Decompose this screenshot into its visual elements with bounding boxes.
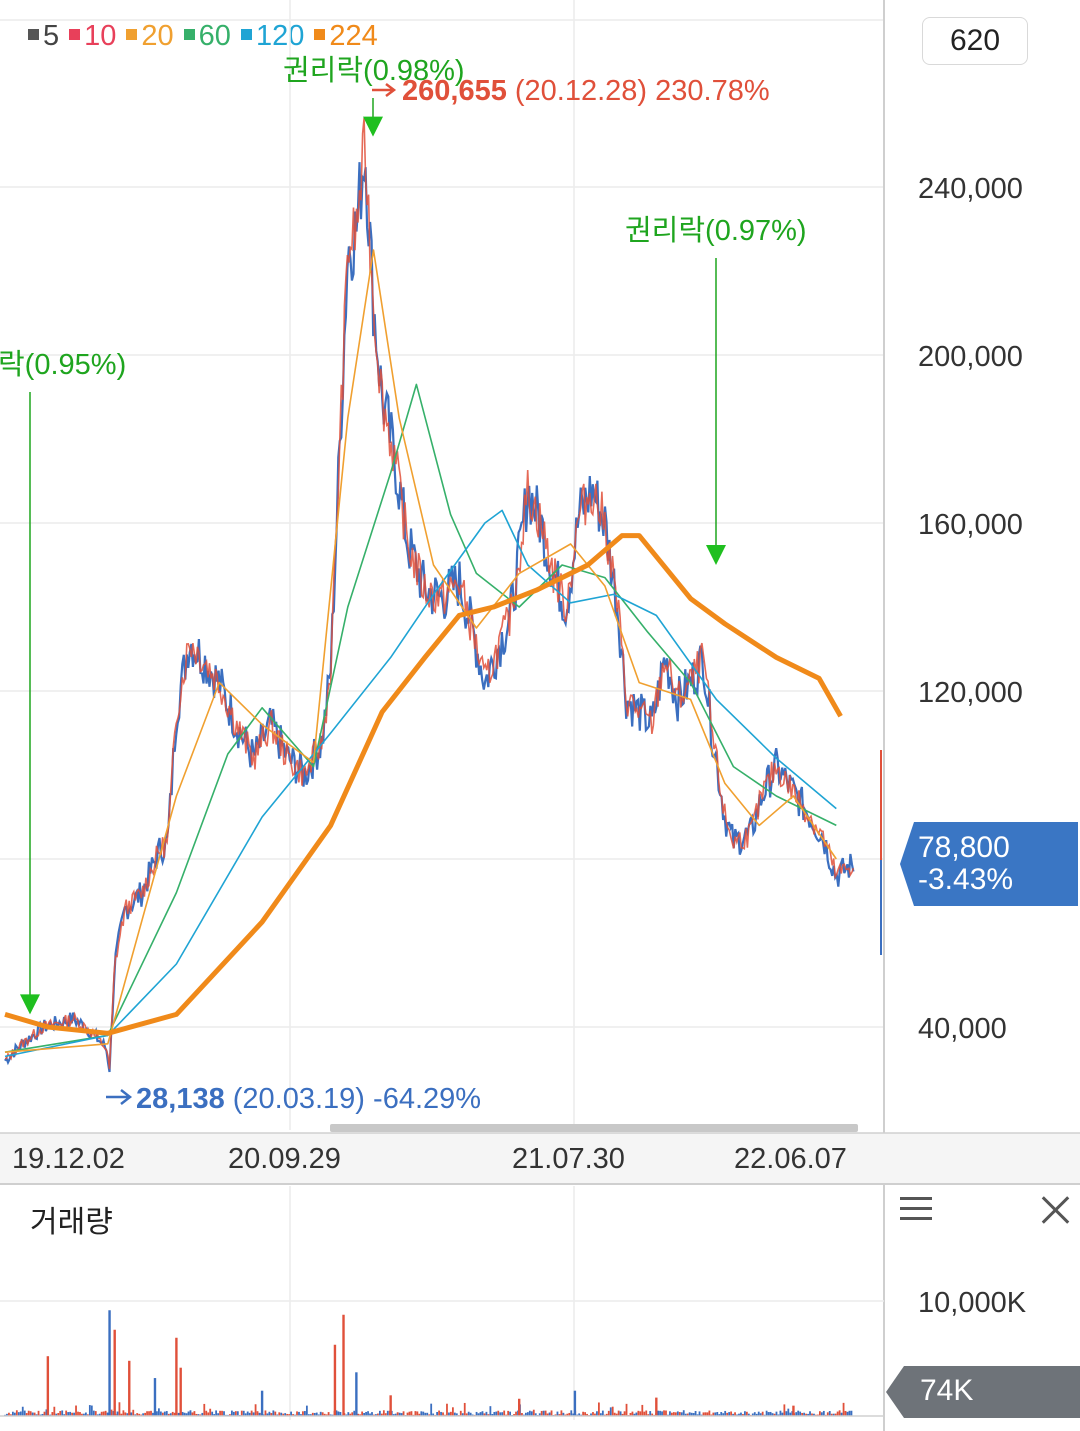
event-arrow-head xyxy=(20,994,40,1015)
x-tick-label: 19.12.02 xyxy=(12,1143,125,1175)
current-price-badge: 78,800 -3.43% xyxy=(900,822,1078,906)
legend-label: 5 xyxy=(43,20,60,52)
low-value: 28,138 xyxy=(136,1083,225,1115)
legend-item-ma120[interactable]: 120 xyxy=(240,20,305,52)
volume-panel-title: 거래량 xyxy=(30,1206,113,1239)
legend-swatch xyxy=(183,28,195,40)
chart-legend: 5 10 20 60 120 224 xyxy=(28,20,388,53)
high-annotation: 260,655 (20.12.28) 230.78% xyxy=(402,75,770,107)
low-pct: -64.29% xyxy=(373,1083,481,1115)
legend-swatch xyxy=(28,28,39,40)
y-tick-label: 200,000 xyxy=(918,341,1023,373)
legend-item-ma20[interactable]: 20 xyxy=(126,20,174,52)
current-price-value: 78,800 xyxy=(918,831,1010,864)
y-tick-label: 40,000 xyxy=(918,1013,1007,1045)
low-annotation: 28,138 (20.03.19) -64.29% xyxy=(136,1083,481,1115)
legend-label: 20 xyxy=(141,20,174,52)
x-axis-band xyxy=(0,1133,1080,1183)
high-arrow-icon xyxy=(372,83,397,97)
event-arrow-head xyxy=(363,116,383,137)
horizontal-scrollbar[interactable] xyxy=(330,1124,858,1132)
legend-label: 60 xyxy=(198,20,231,52)
x-tick-label: 20.09.29 xyxy=(228,1143,341,1175)
legend-swatch xyxy=(69,28,81,40)
event-label: 권리락(0.97%) xyxy=(625,215,807,247)
x-tick-label: 22.06.07 xyxy=(734,1143,847,1175)
legend-label: 120 xyxy=(255,20,305,52)
menu-icon[interactable] xyxy=(900,1197,932,1223)
legend-label: 10 xyxy=(84,20,117,52)
high-value: 260,655 xyxy=(402,75,507,107)
legend-label: 224 xyxy=(329,20,378,52)
ma60-line xyxy=(4,383,837,1053)
legend-swatch xyxy=(240,28,252,40)
event-label: 권리락(0.98%) xyxy=(283,55,465,87)
ma224-line xyxy=(4,533,843,1036)
price-line-red xyxy=(5,118,855,1070)
legend-swatch xyxy=(314,28,326,40)
current-price-change: -3.43% xyxy=(918,863,1014,896)
legend-item-ma224[interactable]: 224 xyxy=(314,20,378,52)
high-date: (20.12.28) xyxy=(507,75,655,107)
legend-swatch xyxy=(126,28,138,40)
price-line-blue xyxy=(4,162,855,1073)
y-tick-label: 120,000 xyxy=(918,677,1023,709)
current-volume-badge: 74K xyxy=(886,1366,1080,1418)
y-tick-label: 240,000 xyxy=(918,173,1023,205)
y-tick-label: 160,000 xyxy=(918,509,1023,541)
current-volume-value: 74K xyxy=(920,1374,974,1407)
high-pct: 230.78% xyxy=(655,75,770,107)
x-tick-label: 21.07.30 xyxy=(512,1143,625,1175)
low-date: (20.03.19) xyxy=(225,1083,373,1115)
legend-item-ma60[interactable]: 60 xyxy=(183,20,231,52)
event-arrow-head xyxy=(706,545,726,565)
close-icon[interactable] xyxy=(1038,1192,1074,1228)
legend-item-ma10[interactable]: 10 xyxy=(69,20,116,52)
ma20-line xyxy=(4,249,837,1053)
event-label: 락(0.95%) xyxy=(0,349,126,381)
ma120-line xyxy=(4,509,837,1058)
legend-item-ma5[interactable]: 5 xyxy=(28,20,59,52)
low-arrow-icon xyxy=(106,1089,133,1105)
period-count-box[interactable]: 620 xyxy=(922,17,1028,65)
volume-tick-label: 10,000K xyxy=(918,1287,1027,1319)
